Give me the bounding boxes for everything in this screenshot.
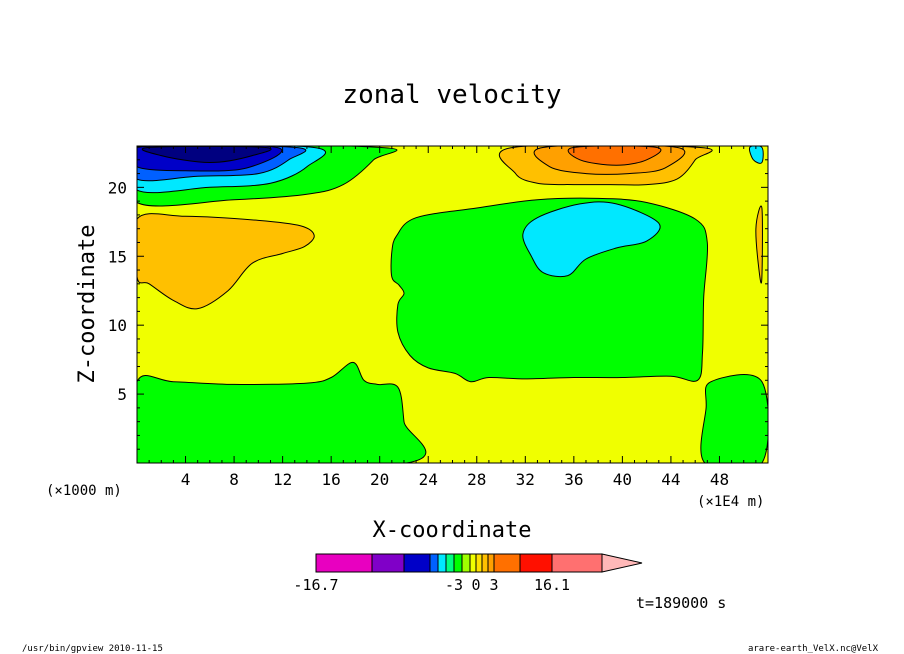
y-axis-label: Z-coordinate <box>75 225 100 384</box>
x-tick-label: 48 <box>710 470 729 489</box>
x-tick-label: 4 <box>181 470 191 489</box>
x-tick-label: 8 <box>229 470 239 489</box>
contour-region-lower-left-negative <box>137 361 427 463</box>
colorbar-swatch <box>469 553 477 573</box>
colorbar-swatch <box>551 553 603 573</box>
colorbar-over-arrow <box>601 553 643 573</box>
y-tick-label: 10 <box>108 316 127 335</box>
colorbar-swatch <box>445 553 455 573</box>
y-tick-label: 20 <box>108 178 127 197</box>
x-axis-label: X-coordinate <box>373 518 532 543</box>
colorbar-swatch <box>493 553 521 573</box>
colorbar-min-label: -16.7 <box>293 576 338 594</box>
contour-region-upper-left-core <box>141 146 272 164</box>
colorbar-swatch <box>519 553 553 573</box>
colorbar-tick-label: 3 <box>489 576 498 594</box>
colorbar-swatch <box>437 553 447 573</box>
colorbar-swatch <box>481 553 489 573</box>
x-tick-label: 44 <box>661 470 680 489</box>
colorbar-swatch <box>371 553 405 573</box>
colorbar-swatch <box>429 553 439 573</box>
y-tick-label: 15 <box>108 247 127 266</box>
x-tick-label: 16 <box>322 470 341 489</box>
x-tick-label: 40 <box>613 470 632 489</box>
x-tick-label: 12 <box>273 470 292 489</box>
colorbar-swatch <box>315 553 373 573</box>
chart-title: zonal velocity <box>342 80 561 110</box>
x-tick-label: 20 <box>370 470 389 489</box>
time-label: t=189000 s <box>636 594 726 612</box>
x-unit-label: (×1E4 m) <box>697 494 764 510</box>
contour-region-right-edge-upper-negative <box>748 146 764 164</box>
colorbar-max-label: 16.1 <box>534 576 570 594</box>
colorbar: -16.7 16.1 -3 0 3 <box>293 553 643 594</box>
colorbar-swatch <box>461 553 471 573</box>
footer-left: /usr/bin/gpview 2010-11-15 <box>22 644 163 654</box>
contour-region-left-positive <box>137 213 315 310</box>
colorbar-tick-label: 0 <box>471 576 480 594</box>
footer-right: arare-earth_VelX.nc@VelX <box>748 644 879 654</box>
x-tick-label: 28 <box>467 470 486 489</box>
colorbar-tick-label: -3 <box>445 576 463 594</box>
x-tick-label: 36 <box>564 470 583 489</box>
colorbar-swatch <box>403 553 431 573</box>
colorbar-swatch <box>475 553 483 573</box>
contour-region-lower-right-negative <box>700 374 768 463</box>
colorbar-swatch <box>487 553 495 573</box>
y-tick-label: 5 <box>117 385 127 404</box>
y-unit-label: (×1000 m) <box>46 483 122 499</box>
contour-region-right-edge-positive <box>755 205 763 284</box>
contour-region-mid-strong-negative <box>522 201 661 278</box>
colorbar-swatch <box>453 553 463 573</box>
x-tick-label: 24 <box>419 470 438 489</box>
x-tick-label: 32 <box>516 470 535 489</box>
